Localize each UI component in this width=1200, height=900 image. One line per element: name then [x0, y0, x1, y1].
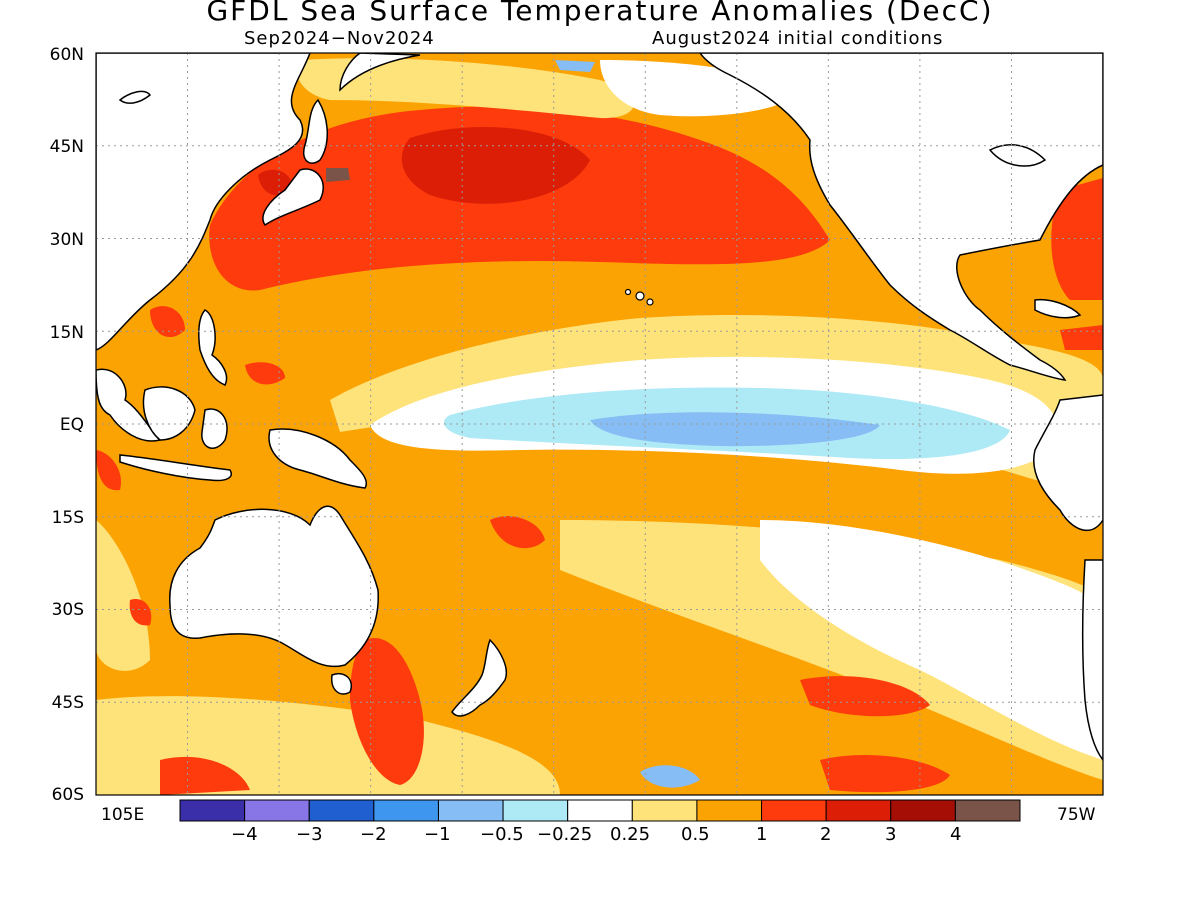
colorbar — [179, 799, 1021, 822]
colorbar-swatch — [825, 799, 892, 822]
colorbar-swatch — [567, 799, 633, 822]
lat-label-60s: 60S — [51, 785, 84, 805]
lat-label-45s: 45S — [51, 693, 84, 713]
colorbar-swatch — [373, 799, 439, 822]
anomaly-patch-1-to-2 — [129, 599, 152, 626]
hawaii-islands — [624, 288, 654, 306]
south-america-north — [1033, 394, 1103, 532]
arctic-island — [118, 90, 152, 104]
colorbar-label: −2 — [360, 824, 387, 845]
australia — [169, 505, 379, 668]
java-lesser-sunda — [119, 454, 232, 482]
plot-frame — [95, 52, 1104, 796]
anomaly-patch-1-to-2 — [490, 516, 545, 549]
colorbar-label: −1 — [424, 824, 451, 845]
gridlines — [96, 53, 1103, 795]
forecast-period: Sep2024−Nov2024 — [244, 28, 435, 49]
japan-sakhalin — [303, 98, 328, 164]
japan-honshu — [262, 168, 324, 227]
borneo — [142, 386, 196, 441]
lon-label-right: 75W — [1057, 805, 1096, 825]
colorbar-swatch — [631, 799, 698, 822]
anomaly-patch-2-to-3 — [258, 169, 292, 196]
colorbar-label: −0.25 — [537, 824, 593, 845]
anomaly-patch-1-to-2 — [350, 638, 424, 785]
colorbar-swatch — [890, 799, 956, 822]
colorbar-swatch — [954, 799, 1021, 822]
colorbar-swatch — [244, 799, 310, 822]
colorbar-swatch — [308, 799, 375, 822]
colorbar-label: 0.5 — [681, 824, 710, 845]
map-title: GFDL Sea Surface Temperature Anomalies (… — [206, 0, 994, 27]
colorbar-swatch — [179, 799, 246, 822]
kamchatka — [339, 53, 421, 92]
north-america — [699, 53, 1103, 381]
colorbar-label: 4 — [950, 824, 962, 845]
anomaly-patch-1-to-2 — [800, 676, 930, 717]
anomaly-patch-1-to-2 — [245, 362, 285, 385]
colorbar-swatch — [761, 799, 827, 822]
anomaly-patch-1-to-2 — [150, 306, 185, 338]
lat-label-15n: 15N — [49, 323, 84, 343]
anomaly-field — [96, 53, 1103, 795]
great-lakes — [988, 144, 1047, 167]
colorbar-label: 1 — [756, 824, 768, 845]
caribbean-islands — [1034, 298, 1082, 319]
colorbar-swatch — [437, 799, 504, 822]
anomaly-patch-minus1-to-minus0.5 — [590, 412, 880, 447]
colorbar-label: −4 — [231, 824, 258, 845]
anomaly-patch-minus1-to-minus0.5 — [555, 60, 595, 72]
colorbar-label: −0.5 — [480, 824, 524, 845]
anomaly-patch-1-to-2 — [1051, 178, 1103, 300]
lat-label-15s: 15S — [51, 508, 84, 528]
anomaly-patch-1-to-2 — [820, 755, 950, 793]
new-guinea — [268, 428, 367, 489]
anomaly-patch-0.25-to-0.5 — [296, 58, 634, 119]
anomaly-patch-2-to-3 — [401, 126, 590, 204]
tasmania — [331, 673, 352, 695]
asia-landmass — [96, 53, 311, 351]
sulawesi — [201, 408, 228, 450]
colorbar-swatch — [502, 799, 569, 822]
anomaly-patch-near-zero — [760, 520, 1103, 760]
anomaly-patch-1-to-2 — [96, 450, 121, 491]
philippines — [198, 309, 228, 386]
new-zealand — [451, 638, 507, 717]
land-areas — [96, 53, 1103, 762]
colorbar-label: 0.25 — [610, 824, 651, 845]
colorbar-swatch — [696, 799, 763, 822]
lat-label-30n: 30N — [49, 230, 84, 250]
anomaly-patch-1-to-2 — [160, 756, 250, 795]
colorbar-label: −3 — [296, 824, 323, 845]
anomaly-patch-0.25-to-0.5 — [96, 520, 150, 671]
lat-label-eq: EQ — [59, 415, 84, 435]
anomaly-patch-minus1-to-minus0.5 — [640, 765, 700, 788]
initial-conditions: August2024 initial conditions — [652, 28, 944, 49]
lon-label-left: 105E — [101, 805, 145, 825]
anomaly-patch-above-4 — [326, 168, 350, 182]
colorbar-label: 2 — [820, 824, 832, 845]
lat-label-45n: 45N — [49, 137, 84, 157]
lat-label-30s: 30S — [51, 600, 84, 620]
lat-label-60n: 60N — [49, 45, 84, 65]
colorbar-label: 3 — [885, 824, 897, 845]
